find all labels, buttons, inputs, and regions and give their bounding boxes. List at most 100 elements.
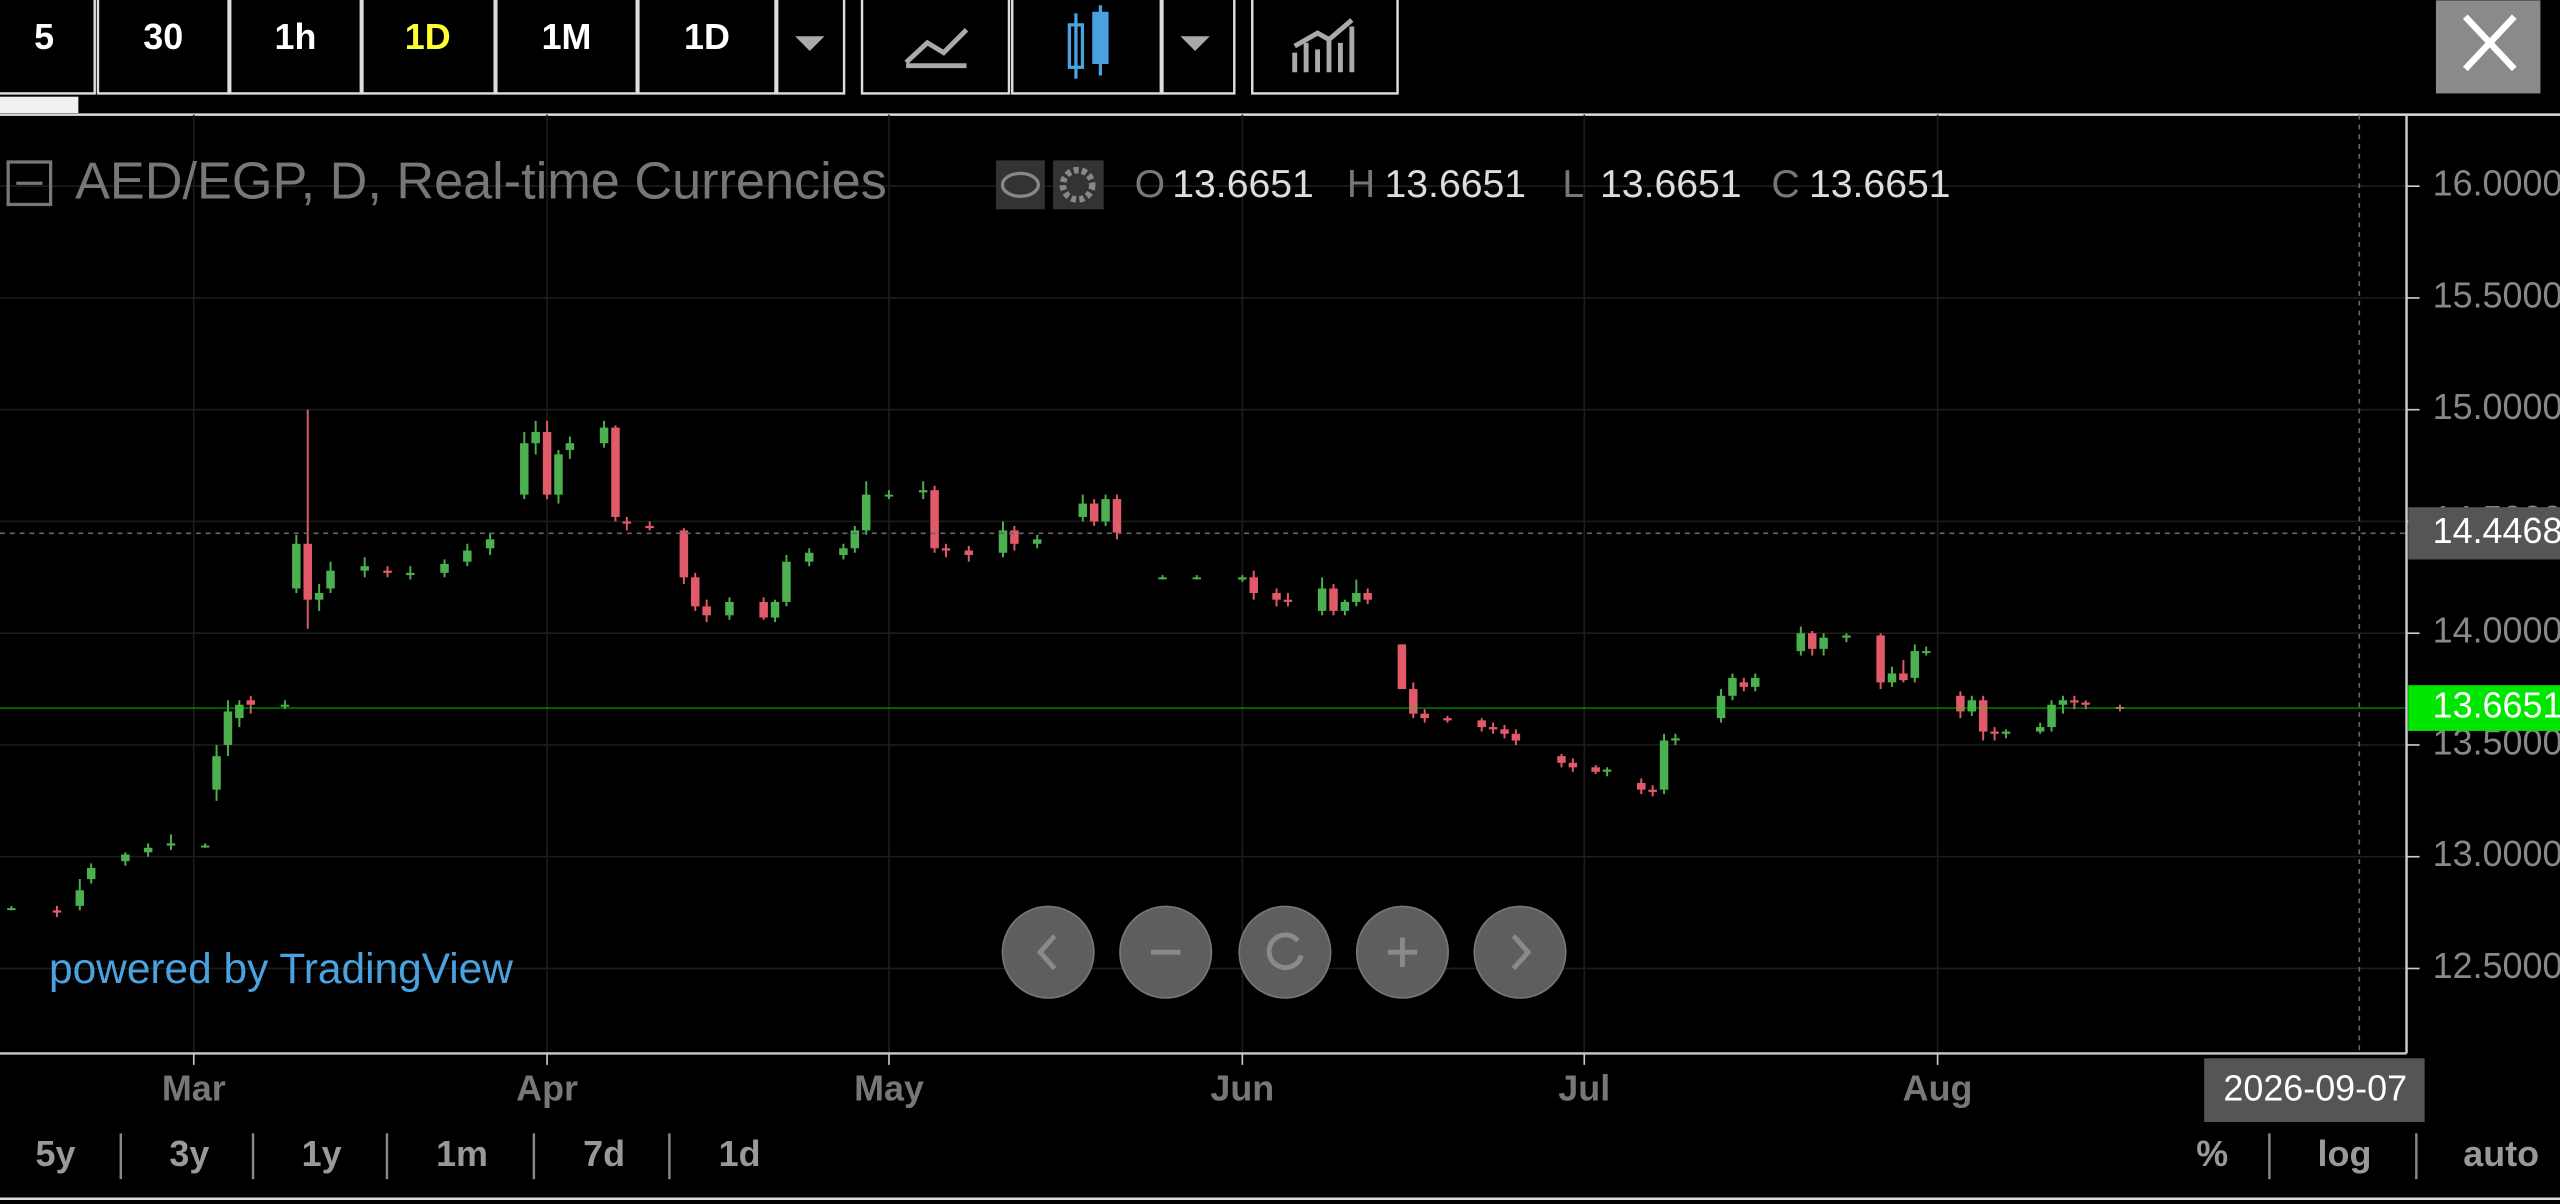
candle-body <box>52 910 62 913</box>
candle-body <box>1363 592 1372 600</box>
candle-body <box>280 704 290 707</box>
candle-body <box>645 525 654 529</box>
ohlc-label: O <box>1135 163 1165 206</box>
ohlc-label: C <box>1771 163 1799 206</box>
candle-body <box>941 548 951 551</box>
range-button[interactable]: 5y <box>36 1133 76 1174</box>
candle-body <box>1887 673 1897 683</box>
candle-body <box>75 890 85 906</box>
grid <box>0 114 2405 1054</box>
candle-body <box>1397 644 1407 690</box>
nav-icons <box>1036 932 1532 971</box>
candle-style-button[interactable] <box>1011 0 1163 95</box>
candle-icon <box>1067 5 1109 79</box>
candle-body <box>1819 637 1828 649</box>
candle-body <box>1671 738 1680 741</box>
candle-body <box>839 548 848 555</box>
candle-body <box>1488 727 1498 730</box>
candle-body <box>622 521 632 524</box>
interval-button[interactable] <box>637 0 777 95</box>
interval-label[interactable]: 1D <box>405 16 451 57</box>
ohlc-legend: O 13.6651 H 13.6651 L 13.6651 C 13.6651 <box>1135 163 1951 206</box>
interval-label[interactable]: 30 <box>143 16 183 57</box>
watermark[interactable]: powered by TradingView <box>49 945 513 992</box>
candle-body <box>1910 651 1920 678</box>
candle-body <box>292 543 301 589</box>
candle-body <box>1637 782 1646 790</box>
collapse-icon[interactable] <box>6 160 53 207</box>
scroll-left-button[interactable] <box>1001 905 1095 999</box>
candle-body <box>1728 677 1737 696</box>
range-button[interactable]: 7d <box>583 1133 625 1174</box>
interval-label[interactable]: 1D <box>684 16 730 57</box>
candle-body <box>1192 577 1201 580</box>
range-button[interactable]: 1m <box>436 1133 488 1174</box>
legend: AED/EGP, D, Real-time Currencies <box>6 153 1104 211</box>
candle-body <box>804 552 814 562</box>
interval-button[interactable] <box>228 0 363 95</box>
y-tick-label: 12.5000 <box>2433 945 2560 986</box>
candle-body <box>314 592 324 600</box>
candle-body <box>86 867 96 880</box>
interval-button[interactable] <box>495 0 638 95</box>
interval-label[interactable]: 1M <box>542 16 592 57</box>
candle-body <box>463 550 472 562</box>
y-tick-label: 13.0000 <box>2433 833 2560 874</box>
scroll-right-button[interactable] <box>1473 905 1567 999</box>
range-button[interactable]: 3y <box>169 1133 209 1174</box>
candle-body <box>964 550 974 555</box>
candle-body <box>1443 718 1452 721</box>
separators <box>119 1133 2418 1180</box>
interval-label[interactable]: 1h <box>275 16 317 57</box>
y-tick-label: 16.0000 <box>2433 163 2560 204</box>
candle-body <box>611 427 620 517</box>
interval-button[interactable] <box>361 0 496 95</box>
y-tick-label: 14.0000 <box>2433 610 2560 651</box>
candle-body <box>200 845 210 848</box>
x-tick-label: Mar <box>162 1067 226 1108</box>
close-icon <box>2462 14 2517 72</box>
candle-body <box>360 566 369 571</box>
candle-body <box>531 432 540 444</box>
range-button[interactable]: 1y <box>302 1133 342 1174</box>
range-button[interactable]: 1d <box>719 1133 761 1174</box>
candle-body <box>1329 588 1338 611</box>
candle-body <box>759 601 768 618</box>
candle-body <box>2001 731 2011 734</box>
candle-body <box>1602 769 1612 772</box>
scale-button[interactable]: log <box>2318 1133 2372 1174</box>
candle-body <box>1921 651 1931 654</box>
indicators-button[interactable] <box>1251 0 1399 95</box>
x-tick-label: Jun <box>1210 1067 1274 1108</box>
interval-button[interactable] <box>96 0 230 95</box>
candle-body <box>542 432 552 495</box>
reset-button[interactable] <box>1238 905 1332 999</box>
candle-body <box>2047 704 2056 728</box>
candle-body <box>2070 700 2079 703</box>
toolbar-icons <box>0 0 2560 116</box>
candle-body <box>1796 633 1806 652</box>
interval-button[interactable] <box>0 0 96 95</box>
candle-body <box>1249 577 1258 593</box>
scrollbar[interactable] <box>0 96 79 114</box>
scale-button[interactable]: % <box>2196 1133 2228 1174</box>
bars-icon <box>1292 18 1355 73</box>
candle-body <box>998 530 1008 553</box>
candle-body <box>1899 673 1908 681</box>
bottom-bar: 5y 3y 1y 1m 7d 1d% log auto <box>0 1133 2560 1200</box>
candle-body <box>679 530 689 578</box>
interval-label[interactable]: 5 <box>34 16 54 57</box>
scale-button[interactable]: auto <box>2463 1133 2539 1174</box>
candle-body <box>1876 635 1885 683</box>
candle-body <box>1352 592 1361 602</box>
candle-body <box>1557 756 1566 763</box>
candle-body <box>1477 720 1486 728</box>
candle-body <box>1591 767 1600 772</box>
candle-body <box>1511 733 1521 741</box>
candle-body <box>918 490 928 493</box>
candle-body <box>7 908 16 911</box>
candle-body <box>235 704 244 719</box>
candle-body <box>1158 577 1167 580</box>
